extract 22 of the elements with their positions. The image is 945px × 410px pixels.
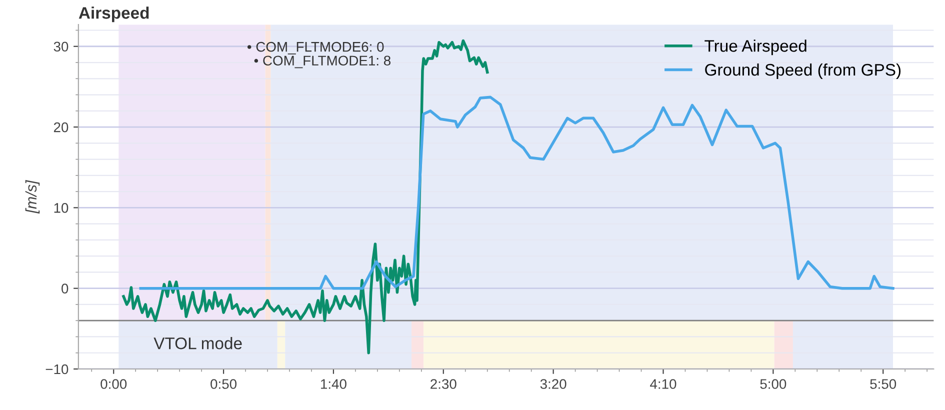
y-tick-label: −10: [46, 364, 68, 374]
x-tick-label: 5:00: [760, 379, 786, 389]
y-tick-label: 30: [54, 42, 68, 52]
x-tick-label: 2:30: [430, 379, 456, 389]
y-tick-label: 20: [54, 122, 68, 132]
legend-label: True Airspeed: [704, 40, 806, 56]
chart-title: Airspeed: [78, 6, 149, 22]
annotation: • COM_FLTMODE6: 0: [247, 42, 384, 54]
x-tick-label: 5:50: [870, 379, 896, 389]
annotation: • COM_FLTMODE1: 8: [254, 56, 390, 68]
legend-label: Ground Speed (from GPS): [705, 63, 901, 80]
y-axis-title: [m/s]: [25, 180, 40, 214]
line-series: [139, 96, 894, 290]
x-tick-label: 4:10: [650, 379, 676, 389]
x-tick-label: 1:40: [321, 379, 346, 389]
y-tick-label: 0: [62, 284, 68, 294]
y-tick-label: 10: [54, 203, 68, 213]
x-tick-label: 3:20: [540, 379, 566, 389]
band-label: VTOL mode: [154, 337, 242, 350]
x-tick-label: 0:00: [100, 379, 127, 389]
line-series: [122, 39, 489, 354]
x-tick-label: 0:50: [210, 379, 237, 389]
